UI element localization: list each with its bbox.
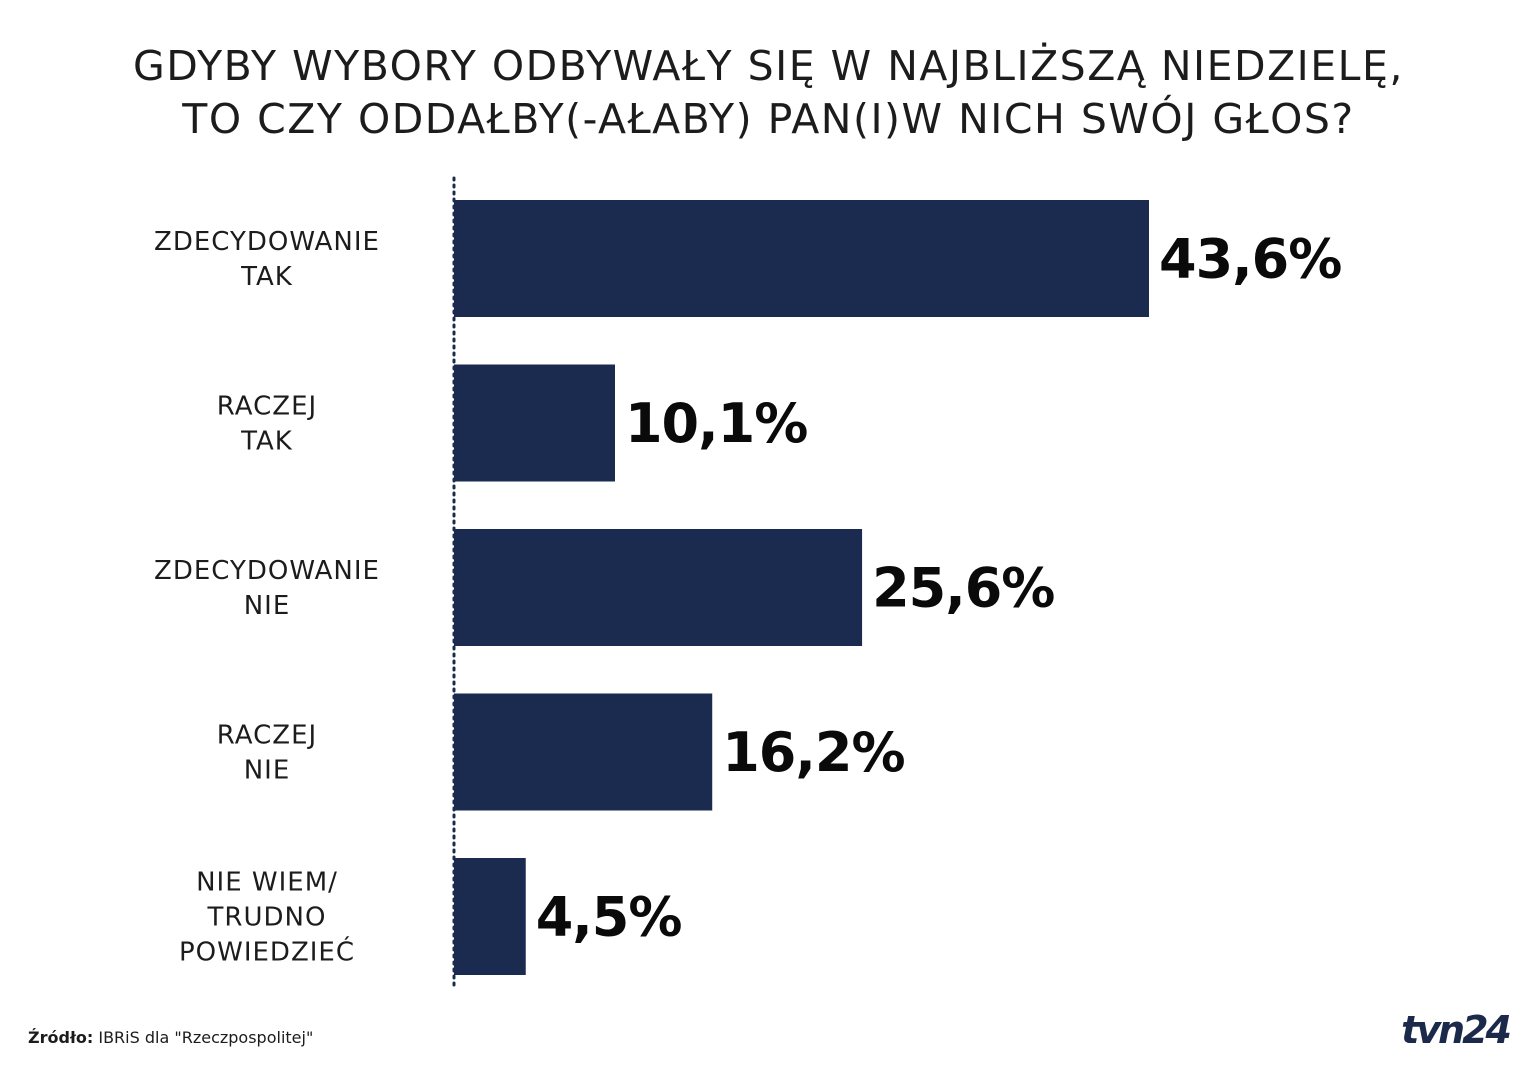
value-label: 25,6% xyxy=(872,557,1054,620)
category-label: RACZEJ TAK xyxy=(217,392,317,457)
tvn24-logo: tvn24 xyxy=(1401,1008,1512,1052)
chart-title-line-2: TO CZY ODDAŁBY(-AŁABY) PAN(I)W NICH SWÓJ… xyxy=(182,95,1355,143)
value-label: 43,6% xyxy=(1159,228,1341,291)
category-label: NIE WIEM/TRUDNO POWIEDZIEĆ xyxy=(179,868,355,968)
value-label: 10,1% xyxy=(625,392,807,455)
source-label: Źródło: xyxy=(28,1028,94,1047)
bar xyxy=(454,364,615,482)
bar xyxy=(454,858,526,975)
value-label: 16,2% xyxy=(722,721,904,784)
value-label: 4,5% xyxy=(536,886,682,949)
category-label: RACZEJ NIE xyxy=(217,721,317,786)
bar xyxy=(454,693,713,811)
bar xyxy=(454,200,1149,317)
category-label: ZDECYDOWANIE TAK xyxy=(154,227,380,292)
source-note: Źródło: IBRiS dla "Rzeczpospolitej" xyxy=(28,1028,313,1047)
source-text: IBRiS dla "Rzeczpospolitej" xyxy=(98,1028,314,1047)
chart-title-line-1: GDYBY WYBORY ODBYWAŁY SIĘ W NAJBLIŻSZĄ N… xyxy=(133,42,1404,90)
chart-title: GDYBY WYBORY ODBYWAŁY SIĘ W NAJBLIŻSZĄ N… xyxy=(0,40,1537,146)
bar xyxy=(454,529,863,646)
category-label: ZDECYDOWANIE NIE xyxy=(154,556,380,621)
